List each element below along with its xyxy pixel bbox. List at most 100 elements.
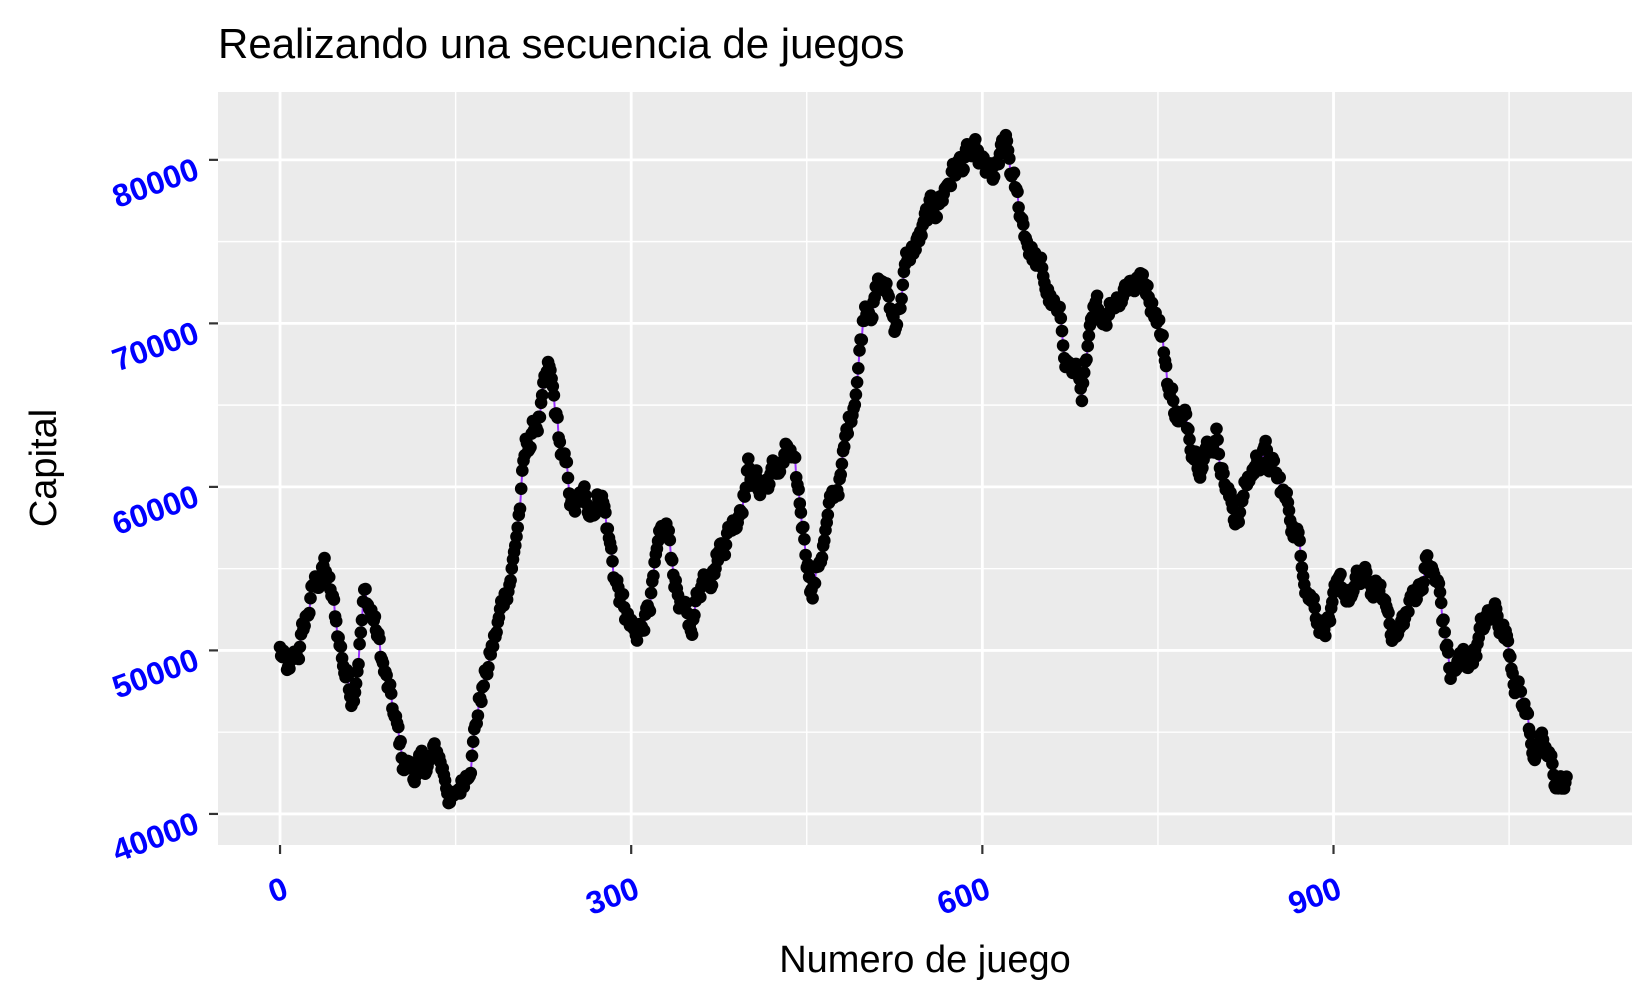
data-point (482, 660, 495, 674)
data-point (821, 508, 835, 522)
data-point (531, 424, 544, 438)
data-point (1521, 707, 1535, 720)
data-point (1152, 313, 1166, 327)
y-tick-label: 60000 (107, 478, 203, 542)
data-point (1055, 324, 1069, 338)
data-point (1326, 595, 1339, 609)
data-point (679, 596, 693, 610)
data-point (553, 435, 567, 449)
data-point (1501, 634, 1515, 648)
y-tick-labels: 40000 50000 60000 70000 80000 (107, 151, 203, 869)
data-point (788, 451, 802, 464)
data-point (368, 610, 382, 623)
data-point (719, 538, 733, 551)
data-point (644, 586, 658, 600)
data-point (353, 637, 366, 651)
data-point (327, 593, 341, 606)
data-point (384, 687, 398, 700)
data-point (1056, 339, 1070, 352)
data-point (855, 333, 869, 347)
data-point (341, 669, 355, 682)
data-point (1145, 296, 1159, 310)
data-point (466, 735, 480, 748)
data-point (1159, 359, 1173, 373)
data-point (815, 551, 829, 564)
data-point (705, 579, 719, 592)
x-tick-label: 300 (581, 870, 643, 922)
data-point (797, 520, 810, 534)
y-tick-label: 40000 (107, 805, 203, 869)
data-point (806, 592, 819, 605)
data-point (880, 277, 893, 290)
x-tick-label: 900 (1283, 870, 1345, 922)
data-point (1294, 549, 1307, 563)
data-point (1512, 675, 1525, 688)
data-point (465, 749, 479, 763)
data-point (490, 626, 503, 639)
data-point (1437, 613, 1450, 626)
data-point (322, 570, 336, 584)
axis-ticks (209, 158, 1335, 854)
data-point (1267, 454, 1281, 468)
data-point (835, 457, 849, 471)
data-point (1433, 585, 1447, 599)
data-point (1420, 549, 1434, 562)
data-point (1280, 486, 1293, 500)
data-point (560, 455, 574, 469)
y-tick-label: 70000 (107, 314, 203, 378)
data-point (1417, 576, 1430, 589)
data-point (992, 157, 1005, 171)
data-point (334, 640, 348, 653)
data-point (794, 506, 808, 519)
data-point (915, 229, 928, 242)
data-point (1141, 279, 1154, 293)
data-point (663, 533, 677, 547)
y-axis-title: Capital (23, 409, 65, 527)
data-point (763, 478, 776, 491)
data-point (504, 574, 517, 587)
grid-major (218, 92, 1632, 845)
data-point (1179, 407, 1193, 421)
data-point (561, 471, 575, 485)
data-point (1189, 445, 1202, 459)
data-point (304, 591, 317, 605)
data-point (987, 170, 1001, 184)
data-point (1233, 506, 1247, 519)
data-point (1307, 592, 1320, 605)
grid-minor (218, 92, 1632, 845)
data-point (292, 652, 306, 666)
data-point (1003, 152, 1016, 165)
data-point (1523, 727, 1537, 740)
data-point (394, 735, 407, 748)
data-point (1166, 394, 1180, 408)
data-point (637, 624, 651, 637)
data-point (647, 569, 660, 583)
data-point (1182, 423, 1195, 436)
data-point (848, 398, 862, 412)
data-point (298, 619, 311, 633)
data-point (1470, 650, 1483, 663)
data-point (464, 766, 478, 780)
data-point (969, 133, 982, 146)
data-point (808, 577, 822, 590)
data-point (533, 410, 547, 424)
data-point (355, 613, 369, 627)
data-point (1504, 650, 1517, 664)
data-point (1232, 515, 1245, 529)
data-point (1237, 489, 1250, 503)
data-point (853, 344, 866, 357)
data-point (1211, 433, 1224, 447)
data-point (477, 679, 491, 693)
x-axis-title: Numero de juego (779, 939, 1071, 981)
data-point (1210, 422, 1223, 436)
data-point (1382, 606, 1395, 620)
data-point (605, 542, 618, 555)
x-tick-label: 600 (932, 870, 994, 922)
data-point (392, 720, 405, 734)
data-point (1273, 471, 1286, 484)
data-point (643, 604, 657, 618)
chart-title: Realizando una secuencia de juegos (218, 20, 905, 67)
y-tick-label: 80000 (107, 151, 203, 215)
